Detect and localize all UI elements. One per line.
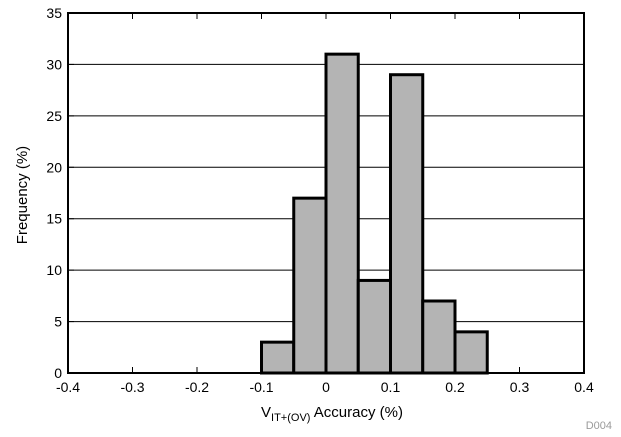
bar-4: [389, 73, 425, 375]
x-axis-label-subscript: IT+(OV): [271, 412, 310, 424]
x-tick-label-7: 0.3: [510, 379, 530, 395]
y-tick-label-5: 25: [46, 108, 62, 124]
y-tick-label-2: 10: [46, 262, 62, 278]
bar-6: [453, 330, 489, 375]
x-ticks: -0.4 -0.3 -0.2 -0.1 0 0.1 0.2 0.3 0.4: [56, 13, 594, 395]
y-tick-label-3: 15: [46, 211, 62, 227]
y-tick-label-7: 35: [46, 5, 62, 21]
bar-5: [421, 299, 457, 375]
bars: [260, 52, 489, 375]
x-tick-label-3: -0.1: [249, 379, 273, 395]
x-tick-label-8: 0.4: [574, 379, 594, 395]
x-tick-label-6: 0.2: [445, 379, 465, 395]
bar-1: [292, 196, 328, 375]
bar-2: [324, 52, 360, 375]
x-tick-label-0: -0.4: [56, 379, 80, 395]
x-axis-label: VIT+(OV) Accuracy (%): [261, 404, 403, 424]
x-tick-label-2: -0.2: [185, 379, 209, 395]
x-tick-label-5: 0.1: [381, 379, 401, 395]
y-tick-label-0: 0: [54, 365, 62, 381]
bar-0: [260, 340, 296, 375]
x-axis-label-main: V: [261, 404, 271, 421]
y-ticks: 0 5 10 15 20 25 30 35: [46, 5, 74, 381]
figure-id: D004: [586, 420, 612, 432]
y-tick-label-6: 30: [46, 56, 62, 72]
x-tick-label-4: 0: [322, 379, 330, 395]
y-tick-label-4: 20: [46, 159, 62, 175]
x-axis-label-rest: Accuracy (%): [310, 404, 403, 421]
x-tick-label-1: -0.3: [120, 379, 144, 395]
y-tick-label-1: 5: [54, 314, 62, 330]
y-axis-label: Frequency (%): [14, 146, 31, 244]
bar-3: [356, 278, 392, 375]
